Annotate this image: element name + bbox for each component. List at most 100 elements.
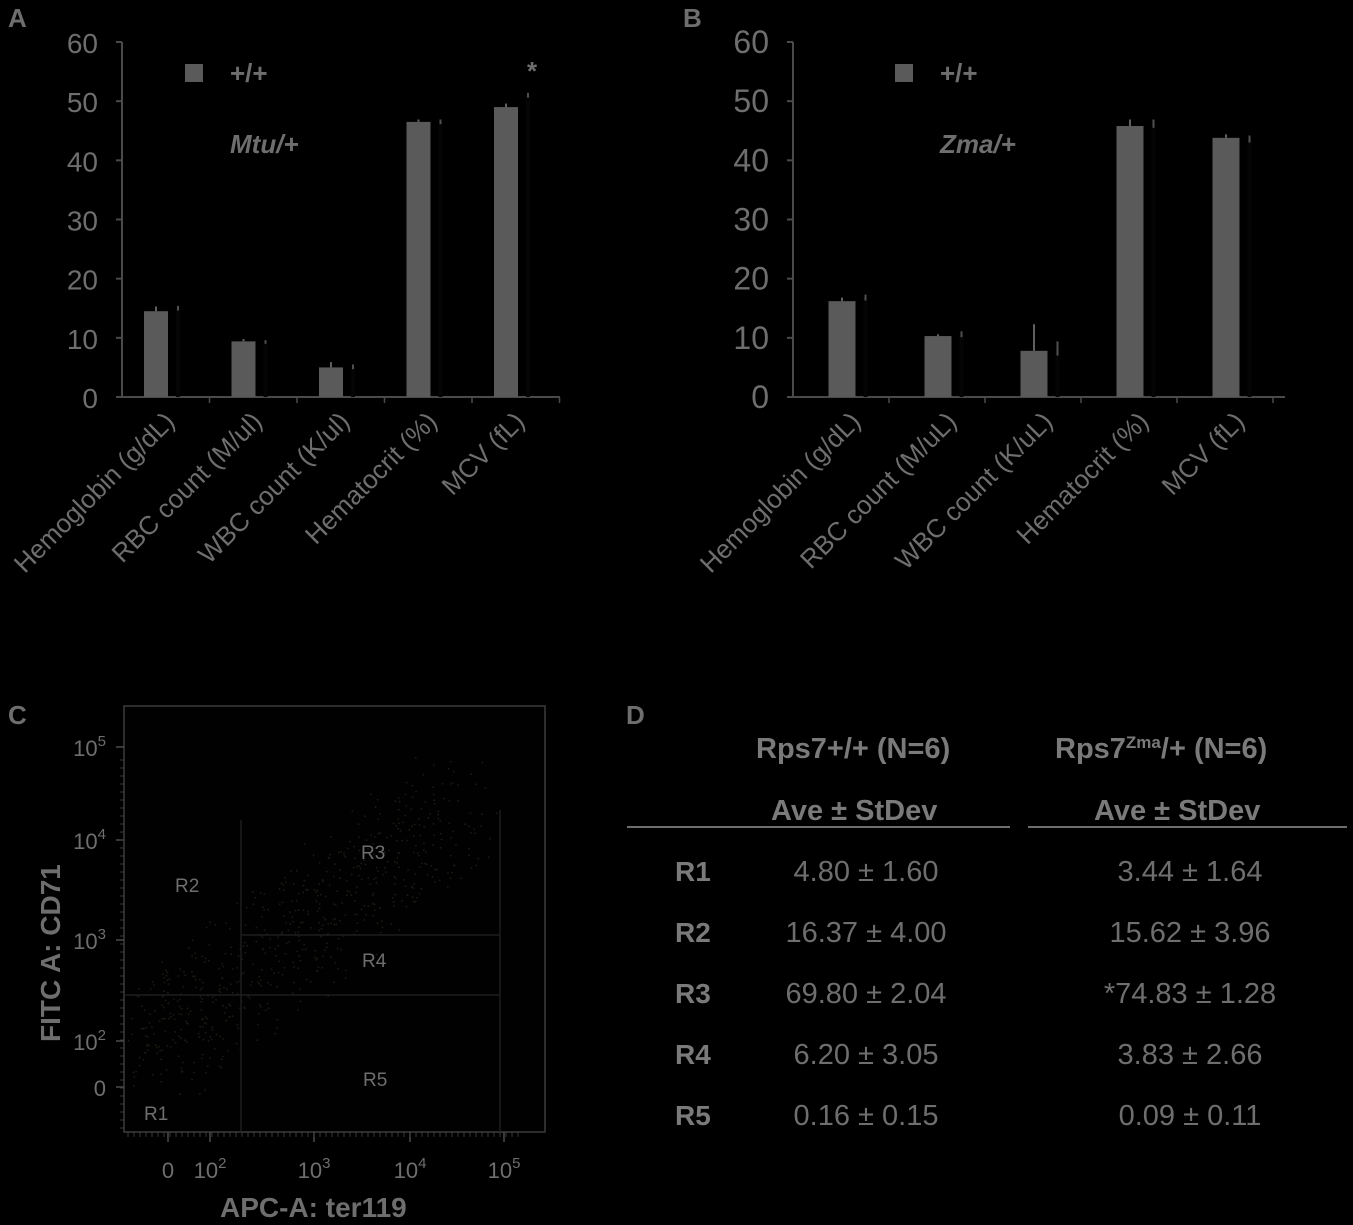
flow-event [191, 939, 194, 942]
flow-event [277, 945, 280, 947]
y-tick-label: 0 [82, 383, 98, 414]
flow-event [413, 883, 415, 885]
flow-event [337, 937, 340, 940]
flow-event [211, 1026, 214, 1029]
flow-event [363, 919, 366, 921]
flow-y-axis: 0 102 103 104 105 [73, 733, 124, 1129]
bar-wildtype [1212, 137, 1240, 397]
flow-event [397, 817, 400, 820]
flow-event [412, 887, 415, 889]
flow-event [243, 1006, 246, 1008]
flow-event [203, 961, 206, 963]
flow-event [468, 854, 470, 856]
flow-event [297, 909, 300, 912]
flow-event [318, 929, 321, 932]
flow-x-tick-label: 105 [488, 1155, 521, 1183]
flow-event [168, 978, 171, 981]
flow-event [292, 961, 295, 964]
flow-event [449, 877, 452, 879]
flow-event [449, 854, 452, 857]
flow-event [212, 1001, 215, 1003]
flow-event [423, 842, 425, 845]
bar-mutant [263, 341, 268, 397]
flow-event [340, 948, 343, 951]
flow-event [417, 818, 420, 820]
flow-event [379, 907, 381, 910]
flow-event [133, 1084, 135, 1087]
flow-event [156, 1052, 159, 1055]
flow-event [297, 967, 300, 970]
flow-event [221, 963, 224, 965]
flow-event [206, 1017, 209, 1020]
flow-event [278, 887, 281, 890]
flow-event [332, 875, 335, 878]
flow-event [169, 1012, 172, 1015]
flow-event [452, 770, 455, 773]
flow-event [341, 902, 344, 905]
flow-event [343, 852, 345, 855]
flow-event [302, 921, 304, 924]
flow-event [316, 957, 318, 960]
flow-event [429, 813, 432, 815]
flow-event [260, 968, 263, 971]
flow-event [449, 783, 452, 785]
flow-event [360, 878, 363, 881]
flow-event [335, 923, 338, 926]
flow-event [340, 850, 342, 853]
flow-event [167, 1002, 170, 1005]
gate-label-r5: R5 [363, 1070, 387, 1091]
flow-event [261, 948, 264, 951]
flow-event [282, 889, 285, 891]
flow-event [221, 1005, 224, 1007]
flow-event [365, 913, 367, 916]
flow-event [373, 909, 376, 912]
flow-event [339, 919, 341, 922]
flow-event [303, 879, 306, 882]
flow-event [457, 784, 459, 786]
flow-event [352, 866, 355, 869]
flow-event [398, 800, 401, 803]
flow-event [316, 910, 319, 912]
flow-event [185, 1020, 188, 1023]
flow-event [356, 913, 359, 916]
table-cell-mutant: 3.83 ± 2.66 [1118, 1039, 1263, 1071]
flow-event [284, 881, 287, 884]
flow-event [370, 834, 373, 836]
flow-event [244, 951, 247, 954]
flow-event [446, 886, 449, 888]
table-cell-wildtype: 4.80 ± 1.60 [794, 856, 939, 888]
flow-event [268, 946, 271, 949]
flow-event [258, 1003, 261, 1006]
flow-event [336, 947, 339, 950]
flow-event [229, 1004, 232, 1007]
flow-event [204, 957, 207, 960]
flow-event [194, 952, 197, 954]
flow-event [401, 839, 403, 842]
flow-event [204, 1088, 206, 1091]
flow-event [154, 1009, 156, 1012]
flow-event [387, 860, 389, 863]
table-cell-wildtype: 16.37 ± 4.00 [785, 917, 946, 949]
flow-event [353, 845, 355, 848]
flow-event [360, 908, 363, 911]
flow-event [470, 867, 473, 870]
flow-event [374, 806, 377, 809]
flow-event [321, 880, 324, 883]
flow-event [484, 786, 487, 789]
flow-event [161, 961, 164, 964]
x-category-label: WBC count (K/ul) [192, 406, 355, 569]
flow-event [413, 823, 416, 826]
flow-event [434, 868, 436, 871]
flow-event [394, 893, 397, 896]
flow-event [237, 1027, 240, 1030]
flow-event [367, 905, 370, 908]
flow-event [149, 1013, 151, 1016]
flow-event [395, 824, 398, 827]
flow-event [294, 932, 297, 934]
flow-event [255, 940, 258, 943]
flow-event [383, 866, 386, 869]
flow-event [158, 1045, 161, 1048]
flow-event [246, 944, 249, 947]
flow-event [127, 1039, 130, 1042]
